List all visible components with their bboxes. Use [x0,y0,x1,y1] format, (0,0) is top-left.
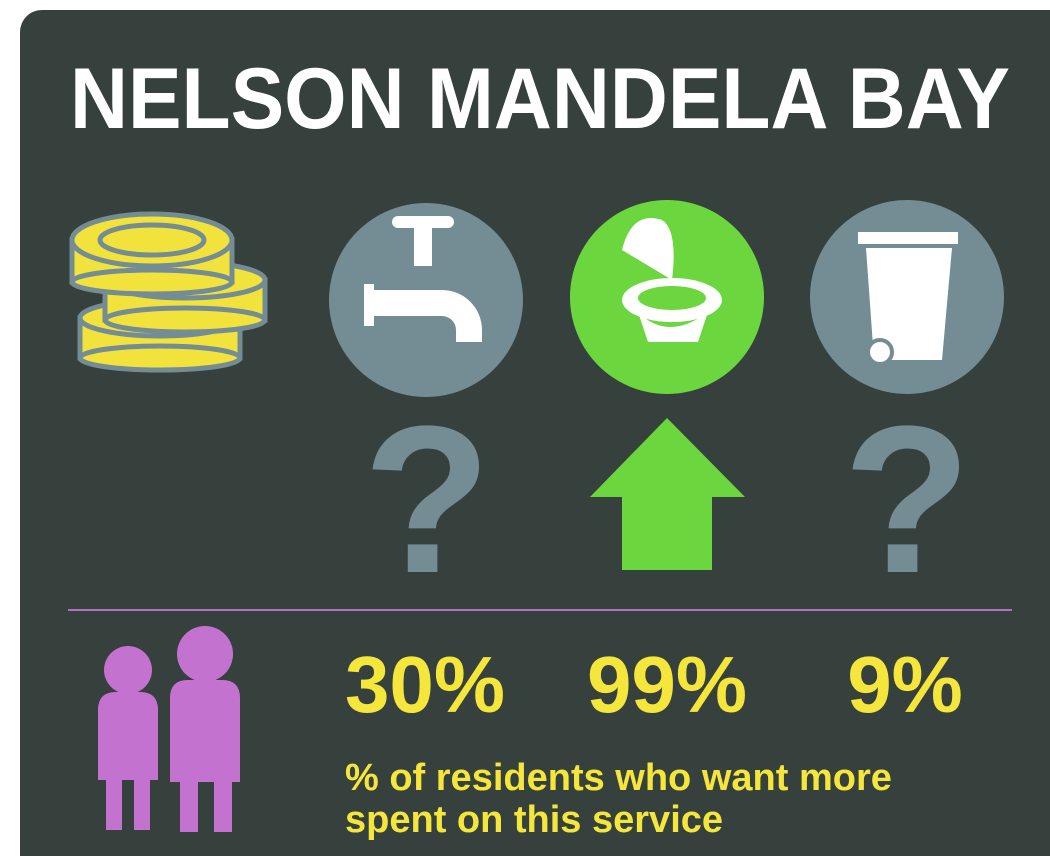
caption-line: spent on this service [345,799,723,841]
people-icon [98,626,240,832]
question-mark: ? [363,382,491,617]
coins-icon [69,211,268,373]
stat: 30% [345,640,505,729]
tap-icon [329,203,523,397]
stat: 99% [587,640,747,729]
title: NELSON MANDELA BAY [70,51,1010,147]
caption-line: % of residents who want more [345,757,892,799]
bin-icon [810,200,1004,394]
panel [20,10,1050,856]
toilet-icon [570,200,764,394]
up-arrow [590,418,745,570]
question-mark: ? [843,382,971,617]
stat: 9% [847,640,963,729]
